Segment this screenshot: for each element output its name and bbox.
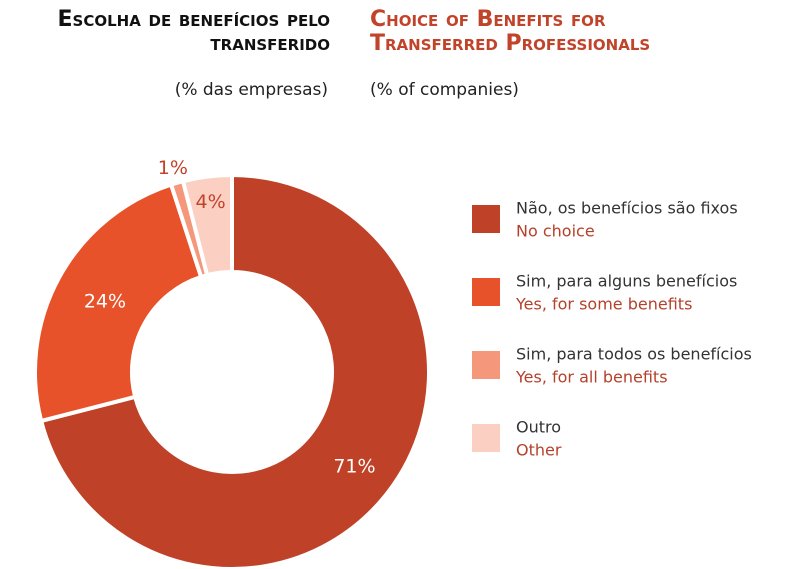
legend-swatch: [472, 424, 500, 452]
title-en-box: Choice of Benefits for Transferred Profe…: [370, 8, 651, 56]
subtitle-en: (% of companies): [370, 80, 519, 100]
legend-label: Sim, para alguns benefícios: [516, 272, 737, 291]
legend-label-en: Yes, for all benefits: [515, 368, 668, 387]
legend-label: Não, os benefícios são fixos: [516, 199, 738, 218]
chart-title-en: Choice of Benefits for Transferred Profe…: [370, 8, 651, 56]
value-label: 71%: [333, 456, 375, 478]
legend-label-en: Other: [516, 441, 562, 460]
legend-label-en: No choice: [516, 222, 595, 241]
chart-title: Escolha de benefícios pelo transferido: [57, 8, 330, 56]
value-label: 1%: [158, 157, 188, 179]
subtitle: (% das empresas): [175, 80, 328, 100]
title-box: Escolha de benefícios pelo transferido: [57, 8, 330, 56]
legend-swatch: [472, 278, 500, 306]
donut-slice: [180, 172, 234, 278]
legend-swatch: [472, 205, 500, 233]
legend-label-en: Yes, for some benefits: [515, 295, 692, 314]
value-label: 24%: [84, 291, 126, 313]
donut-slice: [33, 182, 204, 424]
legend-label: Sim, para todos os benefícios: [516, 345, 752, 364]
legend-label: Outro: [516, 418, 561, 437]
donut-slice: [38, 172, 431, 569]
legend-swatch: [472, 351, 500, 379]
value-label: 4%: [195, 191, 225, 213]
